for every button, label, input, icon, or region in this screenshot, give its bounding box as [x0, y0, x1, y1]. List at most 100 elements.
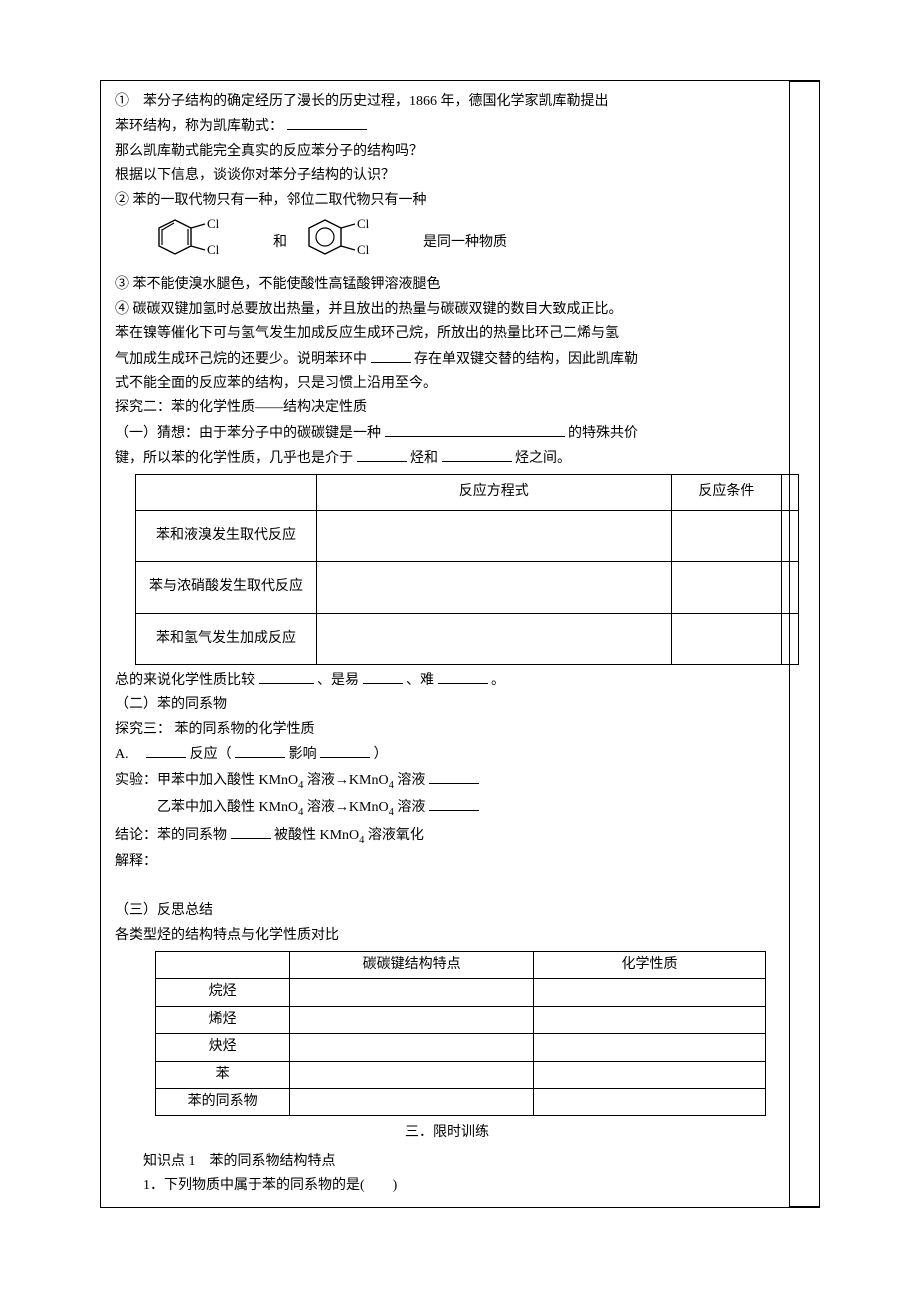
row-label: 炔烃 [156, 1034, 290, 1061]
row-label: 苯与浓硝酸发生取代反应 [136, 562, 317, 613]
equation-header: 反应方程式 [316, 475, 671, 510]
text: ） [374, 747, 388, 762]
para-3: 那么凯库勒式能完全真实的反应苯分子的结构吗？ [115, 141, 779, 163]
molecule-row: Cl Cl 和 Cl Cl 是同一种物质 [155, 216, 779, 270]
reflect-sub: 各类型烃的结构特点与化学性质对比 [115, 925, 779, 947]
blank [429, 769, 479, 784]
cell [290, 1088, 534, 1115]
and-label: 和 [273, 232, 287, 254]
spacer [115, 876, 779, 898]
text: （二）苯的同系物 [115, 697, 227, 712]
text: （一）猜想：由于苯分子中的碳碳键是一种 [115, 426, 381, 441]
structure-header: 碳碳键结构特点 [290, 951, 534, 978]
blank [438, 669, 488, 684]
empty-header [156, 951, 290, 978]
text: 烃和 [410, 451, 438, 466]
text: 溶液 [397, 773, 425, 788]
property-header: 化学性质 [534, 951, 766, 978]
text: 结论：苯的同系物 [115, 828, 227, 843]
cell [534, 979, 766, 1006]
text: 三．限时训练 [405, 1125, 489, 1140]
sub-4: 4 [298, 807, 303, 818]
summary-line: 总的来说化学性质比较 、是易 、难 。 [115, 669, 779, 692]
cell [534, 1006, 766, 1033]
svg-text:Cl: Cl [207, 242, 220, 257]
cell [671, 613, 781, 664]
para-5: ② 苯的一取代物只有一种，邻位二取代物只有一种 [115, 190, 779, 212]
outer-frame: ① 苯分子结构的确定经历了漫长的历史过程，1866 年，德国化学家凯库勒提出 苯… [100, 80, 820, 1208]
para-6: ③ 苯不能使溴水腿色，不能使酸性高锰酸钾溶液腿色 [115, 274, 779, 296]
text: 存在单双键交替的结构，因此凯库勒 [414, 352, 638, 367]
text: 的特殊共价 [568, 426, 638, 441]
text: 乙苯中加入酸性 KMnO [157, 800, 298, 815]
para-8d: 式不能全面的反应苯的结构，只是习惯上沿用至今。 [115, 373, 779, 395]
homolog-heading: （二）苯的同系物 [115, 694, 779, 716]
blank [287, 115, 367, 130]
experiment-line-2: 乙苯中加入酸性 KMnO4 溶液→KMnO4 溶液 [115, 796, 779, 822]
para-2: 苯环结构，称为凯库勒式： [115, 115, 779, 138]
text: ④ 碳碳双键加氢时总要放出热量，并且放出的热量与碳碳双键的数目大致成正比。 [115, 302, 623, 317]
text: 式不能全面的反应苯的结构，只是习惯上沿用至今。 [115, 376, 437, 391]
text: 反应（ [190, 747, 232, 762]
table-row: 苯与浓硝酸发生取代反应 [136, 562, 799, 613]
table-row: 苯和液溴发生取代反应 [136, 510, 799, 561]
text: 溶液 [397, 800, 425, 815]
a-line: A. 反应（ 影响 ） [115, 743, 779, 766]
cell [316, 510, 671, 561]
table-header-row: 碳碳键结构特点 化学性质 [156, 951, 766, 978]
compare-table: 碳碳键结构特点 化学性质 烷烃 烯烃 炔烃 苯 苯的同系物 [155, 951, 766, 1116]
text: 各类型烃的结构特点与化学性质对比 [115, 928, 339, 943]
text: ③ 苯不能使溴水腿色，不能使酸性高锰酸钾溶液腿色 [115, 277, 441, 292]
sub-4: 4 [389, 807, 394, 818]
blank [363, 669, 403, 684]
svg-text:Cl: Cl [207, 216, 220, 231]
blank [429, 796, 479, 811]
text: 影响 [289, 747, 317, 762]
section-3-title: 三．限时训练 [115, 1122, 779, 1144]
text: 总的来说化学性质比较 [115, 673, 255, 688]
text: 烃之间。 [515, 451, 571, 466]
text: 被酸性 KMnO [274, 828, 359, 843]
hypothesis-line-2: 键，所以苯的化学性质，几乎也是介于 烃和 烃之间。 [115, 447, 779, 470]
blank [385, 422, 565, 437]
table-row: 烷烃 [156, 979, 766, 1006]
condition-header: 反应条件 [671, 475, 781, 510]
para-8a: 苯在镍等催化下可与氢气发生加成反应生成环己烷，所放出的热量比环己二烯与氢 [115, 323, 779, 345]
blank [371, 348, 411, 363]
table-row: 苯 [156, 1061, 766, 1088]
row-label: 苯和液溴发生取代反应 [136, 510, 317, 561]
question-1: 1．下列物质中属于苯的同系物的是( ) [115, 1175, 779, 1197]
table-row: 苯的同系物 [156, 1088, 766, 1115]
para-8b: 气加成生成环己烷的还要少。说明苯环中 存在单双键交替的结构，因此凯库勒 [115, 348, 779, 371]
row-label: 苯的同系物 [156, 1088, 290, 1115]
row-label: 烷烃 [156, 979, 290, 1006]
sub-4: 4 [298, 779, 303, 790]
cell [671, 510, 781, 561]
document-content: ① 苯分子结构的确定经历了漫长的历史过程，1866 年，德国化学家凯库勒提出 苯… [101, 81, 819, 1207]
reflect-heading: （三）反思总结 [115, 900, 779, 922]
blank [231, 824, 271, 839]
text: ① 苯分子结构的确定经历了漫长的历史过程，1866 年，德国化学家凯库勒提出 [115, 94, 609, 109]
cell [290, 1034, 534, 1061]
cell [534, 1061, 766, 1088]
cell [290, 1006, 534, 1033]
text: A. [115, 747, 143, 762]
text: 苯环结构，称为凯库勒式： [115, 119, 283, 134]
blank [320, 743, 370, 758]
text: 实验：甲苯中加入酸性 KMnO [115, 773, 298, 788]
text: （三）反思总结 [115, 903, 213, 918]
cell [290, 1061, 534, 1088]
blank [442, 447, 512, 462]
table-header-row: 反应方程式 反应条件 [136, 475, 799, 510]
para-7: ④ 碳碳双键加氢时总要放出热量，并且放出的热量与碳碳双键的数目大致成正比。 [115, 299, 779, 321]
benzene-dichloro-icon: Cl Cl [305, 216, 405, 270]
cell [671, 562, 781, 613]
svg-text:Cl: Cl [357, 216, 370, 231]
text: 溶液氧化 [368, 828, 424, 843]
knowledge-point-1: 知识点 1 苯的同系物结构特点 [115, 1151, 779, 1173]
row-label: 烯烃 [156, 1006, 290, 1033]
benzene-dichloro-kekule-icon: Cl Cl [155, 216, 255, 270]
text: 苯在镍等催化下可与氢气发生加成反应生成环己烷，所放出的热量比环己二烯与氢 [115, 326, 619, 341]
text: 、难 [406, 673, 434, 688]
text: 1．下列物质中属于苯的同系物的是( ) [143, 1178, 397, 1193]
